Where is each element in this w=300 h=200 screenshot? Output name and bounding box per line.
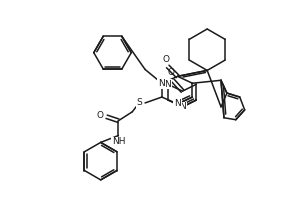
Text: N: N <box>174 99 181 108</box>
Text: O: O <box>97 111 104 120</box>
Text: O: O <box>162 55 169 64</box>
Text: NH: NH <box>112 137 125 146</box>
Text: N: N <box>164 80 171 89</box>
Text: O: O <box>167 68 174 77</box>
Text: N: N <box>179 102 186 111</box>
Text: S: S <box>136 98 142 107</box>
Text: N: N <box>158 79 165 88</box>
